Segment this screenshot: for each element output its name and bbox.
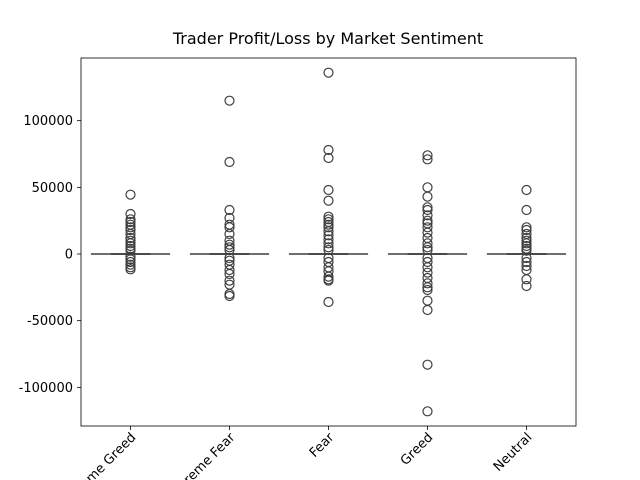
outlier [224,242,235,253]
outlier [323,238,334,249]
outlier [224,290,235,302]
outlier [422,272,433,284]
outlier [521,260,532,272]
outlier [224,95,235,106]
y-tick-label: 50000 [32,181,73,196]
outlier [422,406,433,417]
outlier [422,150,433,161]
x-tick-label: Fear [307,430,338,461]
outlier [125,216,136,228]
outlier [521,222,532,233]
outlier [125,224,136,236]
outlier [521,280,532,292]
outlier [323,144,334,156]
outlier [521,240,532,252]
outlier [422,244,433,256]
outlier [323,195,334,206]
x-tick-label: Extreme Greed [59,430,139,480]
outlier [323,230,334,241]
outlier [422,284,433,296]
outlier [422,227,433,238]
outlier [422,215,433,226]
x-tick-label: Greed [398,430,436,468]
outlier [125,254,136,265]
outlier [521,204,532,216]
outlier [323,67,334,78]
outlier [224,264,235,276]
outlier [224,222,235,233]
outlier [521,238,532,249]
outlier [125,240,136,252]
outlier [521,274,532,285]
y-tick-label: 100000 [23,114,73,129]
outlier [323,184,334,196]
outlier [323,242,334,253]
outlier [422,242,433,253]
x-tick-label: Extreme Fear [166,430,239,480]
outlier [422,359,433,370]
outlier [125,214,136,225]
outlier [323,275,334,286]
outlier [323,244,334,256]
outlier [125,232,136,244]
outlier [224,268,235,280]
y-tick-label: -100000 [19,381,73,396]
outlier [521,245,532,256]
outlier [422,202,433,213]
outlier [422,191,433,202]
outlier [224,239,235,250]
x-tick-label: Neutral [491,430,536,475]
outlier [521,235,532,246]
outlier [422,222,433,233]
outlier [125,264,136,275]
outlier [224,275,235,286]
outlier [323,152,334,164]
outlier [125,238,136,249]
outlier [323,211,334,222]
outlier [422,262,433,273]
outlier [521,184,532,196]
outlier [224,228,235,240]
outlier [323,271,334,282]
outlier [125,251,136,262]
outlier [224,156,235,168]
outlier [521,224,532,236]
outlier [125,189,136,200]
outlier [521,256,532,268]
outlier [422,282,433,293]
outlier [422,278,433,289]
outlier [323,214,334,225]
outlier [125,259,136,270]
outlier [125,208,136,220]
outlier [125,256,136,268]
outlier [521,252,532,264]
outlier [323,234,334,245]
outlier [224,204,235,216]
outlier [521,232,532,244]
outlier [422,295,433,306]
chart-title: Trader Profit/Loss by Market Sentiment [172,29,483,48]
y-tick-label: -50000 [27,314,73,329]
outlier [125,222,136,233]
outlier [422,267,433,278]
outlier [422,182,433,193]
outlier [323,222,334,233]
outlier [224,252,235,264]
outlier [224,244,235,256]
outlier [422,154,433,165]
outlier [422,210,433,221]
outlier [422,238,433,249]
outlier [422,204,433,216]
outlier [323,219,334,230]
outlier [323,296,334,308]
outlier [422,304,433,316]
plot-frame [80,57,577,427]
outlier [224,288,235,300]
outlier [422,256,433,268]
outlier [422,232,433,244]
outlier [323,226,334,237]
y-tick-label: 0 [65,248,73,263]
outlier [125,235,136,246]
